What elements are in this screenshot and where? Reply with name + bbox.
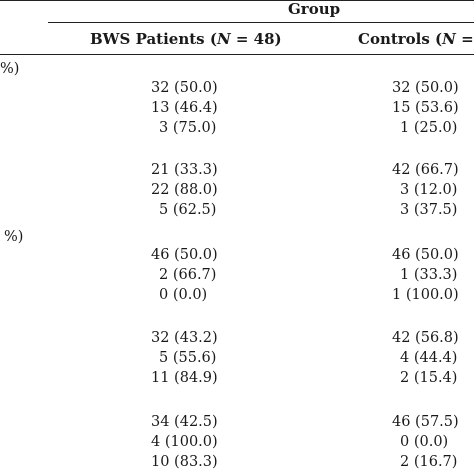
header-bottom-rule	[0, 54, 474, 55]
bws-cell: 11 (84.9)	[151, 370, 218, 386]
bws-header-n: N	[216, 30, 231, 48]
controls-cell: 4 (44.4)	[400, 350, 458, 366]
controls-cell: 15 (53.6)	[392, 100, 459, 116]
bws-cell: 32 (50.0)	[151, 80, 218, 96]
controls-cell: 32 (50.0)	[392, 80, 459, 96]
controls-cell: 42 (56.8)	[392, 330, 459, 346]
controls-cell: 1 (33.3)	[400, 267, 458, 283]
bws-cell: 34 (42.5)	[151, 414, 218, 430]
group-underline-rule	[48, 22, 474, 23]
controls-header-prefix: Controls (	[358, 30, 443, 48]
controls-cell: 46 (50.0)	[392, 247, 459, 263]
controls-cell: 3 (12.0)	[400, 182, 458, 198]
bws-cell: 32 (43.2)	[151, 330, 218, 346]
bws-cell: 10 (83.3)	[151, 454, 218, 470]
table-top-rule	[0, 0, 474, 1]
controls-cell: 42 (66.7)	[392, 162, 459, 178]
bws-header-prefix: BWS Patients (	[90, 30, 217, 48]
bws-cell: 0 (0.0)	[159, 287, 208, 303]
controls-header-suffix: = 4	[461, 30, 474, 48]
controls-cell: 1 (25.0)	[400, 120, 458, 136]
controls-cell: 0 (0.0)	[400, 434, 449, 450]
bws-cell: 5 (62.5)	[159, 202, 217, 218]
controls-header-n: N	[442, 30, 456, 48]
bws-cell: 5 (55.6)	[159, 350, 217, 366]
bws-cell: 13 (46.4)	[151, 100, 218, 116]
group-header: Group	[288, 0, 341, 18]
bws-header-suffix: = 48)	[230, 30, 282, 48]
controls-cell: 2 (15.4)	[400, 370, 458, 386]
bws-cell: 46 (50.0)	[151, 247, 218, 263]
controls-cell: 2 (16.7)	[400, 454, 458, 470]
bws-cell: 22 (88.0)	[151, 182, 218, 198]
bws-patients-column-header: BWS Patients (N = 48)	[90, 30, 282, 48]
bws-cell: 3 (75.0)	[159, 120, 217, 136]
controls-cell: 1 (100.0)	[392, 287, 459, 303]
bws-cell: 4 (100.0)	[151, 434, 218, 450]
row-label-fragment: %)	[0, 61, 20, 77]
row-label-fragment: %)	[4, 229, 24, 245]
controls-column-header: Controls (N = 4	[358, 30, 474, 48]
bws-cell: 21 (33.3)	[151, 162, 218, 178]
bws-cell: 2 (66.7)	[159, 267, 217, 283]
controls-cell: 46 (57.5)	[392, 414, 459, 430]
controls-cell: 3 (37.5)	[400, 202, 458, 218]
